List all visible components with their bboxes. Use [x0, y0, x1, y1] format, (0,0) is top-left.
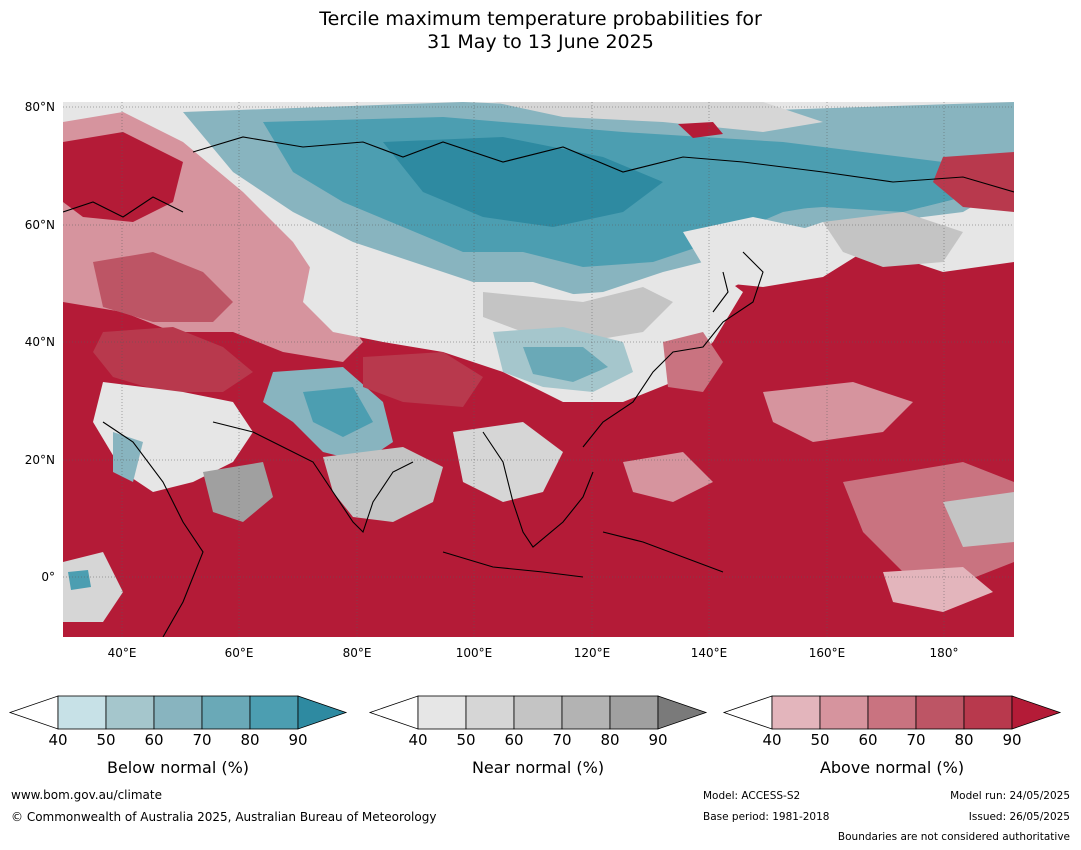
- pacific-light-4: [883, 567, 993, 612]
- pakistan-teal-dark: [303, 387, 373, 437]
- above-tick-60: 60: [858, 731, 878, 749]
- lon-label-40e: 40°E: [107, 646, 137, 660]
- near-swatch-60: [513, 695, 563, 730]
- west-russia-red: [63, 132, 183, 222]
- probability-map: [63, 102, 1014, 637]
- pacific-pink-3: [623, 452, 713, 502]
- below-swatch-60: [153, 695, 203, 730]
- above-swatch-50: [819, 695, 869, 730]
- above-tick-40: 40: [762, 731, 782, 749]
- lat-label-40n: 40°N: [24, 335, 55, 349]
- model-run-date: Model run: 24/05/2025: [950, 790, 1070, 802]
- mongolia-grey-dark: [483, 287, 673, 342]
- near-swatch-50: [465, 695, 515, 730]
- above-swatch-60: [867, 695, 917, 730]
- below-swatch-80: [249, 695, 299, 730]
- colorbar-above-normal: 40 50 60 70 80 90 Above normal (%): [722, 695, 1062, 777]
- near-tick-50: 50: [456, 731, 476, 749]
- below-tick-50: 50: [96, 731, 116, 749]
- near-swatch-low-extend: [368, 695, 419, 730]
- near-tick-60: 60: [504, 731, 524, 749]
- tibet-red: [363, 352, 483, 407]
- lon-label-100e: 100°E: [455, 646, 493, 660]
- japan-pink: [663, 332, 723, 392]
- lat-label-60n: 60°N: [24, 218, 55, 232]
- above-normal-title: Above normal (%): [819, 758, 965, 777]
- below-swatch-40: [57, 695, 107, 730]
- above-tick-80: 80: [954, 731, 974, 749]
- below-swatch-70: [201, 695, 251, 730]
- lon-label-160e: 160°E: [808, 646, 846, 660]
- near-tick-80: 80: [600, 731, 620, 749]
- base-period: Base period: 1981-2018: [703, 811, 830, 823]
- lon-label-60e: 60°E: [224, 646, 254, 660]
- lat-label-80n: 80°N: [24, 100, 55, 114]
- pacific-pink-1: [763, 382, 913, 442]
- near-tick-90: 90: [648, 731, 668, 749]
- above-swatch-70: [915, 695, 965, 730]
- africa-teal: [68, 570, 91, 590]
- below-swatch-high-extend: [297, 695, 348, 730]
- above-swatch-low-extend: [722, 695, 773, 730]
- kamchatka-grey: [823, 212, 963, 267]
- above-tick-90: 90: [1002, 731, 1022, 749]
- east-europe-red: [93, 252, 233, 322]
- near-swatch-80: [609, 695, 659, 730]
- lat-label-equator: 0°: [41, 570, 55, 584]
- graticule: [63, 102, 1014, 637]
- above-tick-70: 70: [906, 731, 926, 749]
- lat-label-20n: 20°N: [24, 453, 55, 467]
- horn-grey: [203, 462, 273, 522]
- india-grey: [323, 447, 443, 522]
- near-swatch-high-extend: [657, 695, 708, 730]
- issued-date: Issued: 26/05/2025: [968, 811, 1070, 823]
- coastlines: [63, 136, 1014, 637]
- arctic-grey-strip: [493, 102, 823, 132]
- copyright-text: © Commonwealth of Australia 2025, Austra…: [11, 810, 437, 824]
- colorbar-near-swatches: [368, 695, 708, 730]
- below-swatch-low-extend: [8, 695, 59, 730]
- lon-label-140e: 140°E: [690, 646, 728, 660]
- arctic-spot-red: [678, 122, 723, 138]
- colorbar-above-swatches: [722, 695, 1062, 730]
- pacific-pink-2: [843, 462, 1014, 582]
- below-tick-40: 40: [48, 731, 68, 749]
- far-east-teal: [663, 162, 963, 212]
- colorbar-near-normal: 40 50 60 70 80 90 Near normal (%): [368, 695, 708, 777]
- above-swatch-80: [963, 695, 1013, 730]
- chukotka-red: [933, 152, 1014, 212]
- below-tick-60: 60: [144, 731, 164, 749]
- colorbar-below-normal: 40 50 60 70 80 90 Below normal (%): [8, 695, 348, 777]
- map-title: Tercile maximum temperature probabilitie…: [0, 8, 1081, 54]
- pacific-grey-1: [943, 492, 1014, 547]
- near-tick-70: 70: [552, 731, 572, 749]
- above-swatch-40: [771, 695, 821, 730]
- below-tick-70: 70: [192, 731, 212, 749]
- below-swatch-50: [105, 695, 155, 730]
- title-line-1: Tercile maximum temperature probabilitie…: [319, 8, 762, 30]
- china-teal-core: [523, 347, 608, 382]
- near-swatch-70: [561, 695, 611, 730]
- colorbar-below-swatches: [8, 695, 348, 730]
- caspian-red: [93, 327, 253, 392]
- title-line-2: 31 May to 13 June 2025: [427, 31, 654, 53]
- indochina-grey: [453, 422, 563, 502]
- boundaries-note: Boundaries are not considered authoritat…: [837, 831, 1070, 843]
- below-tick-80: 80: [240, 731, 260, 749]
- near-swatch-40: [417, 695, 467, 730]
- below-normal-title: Below normal (%): [106, 758, 250, 777]
- above-swatch-high-extend: [1011, 695, 1062, 730]
- lon-label-80e: 80°E: [342, 646, 372, 660]
- lon-label-120e: 120°E: [573, 646, 611, 660]
- below-tick-90: 90: [288, 731, 308, 749]
- lon-label-180: 180°: [929, 646, 959, 660]
- near-normal-title: Near normal (%): [471, 758, 605, 777]
- above-tick-50: 50: [810, 731, 830, 749]
- africa-grey: [63, 552, 123, 622]
- near-tick-40: 40: [408, 731, 428, 749]
- model-name: Model: ACCESS-S2: [703, 790, 801, 802]
- website-link[interactable]: www.bom.gov.au/climate: [11, 788, 162, 802]
- manchuria-grey: [683, 217, 863, 287]
